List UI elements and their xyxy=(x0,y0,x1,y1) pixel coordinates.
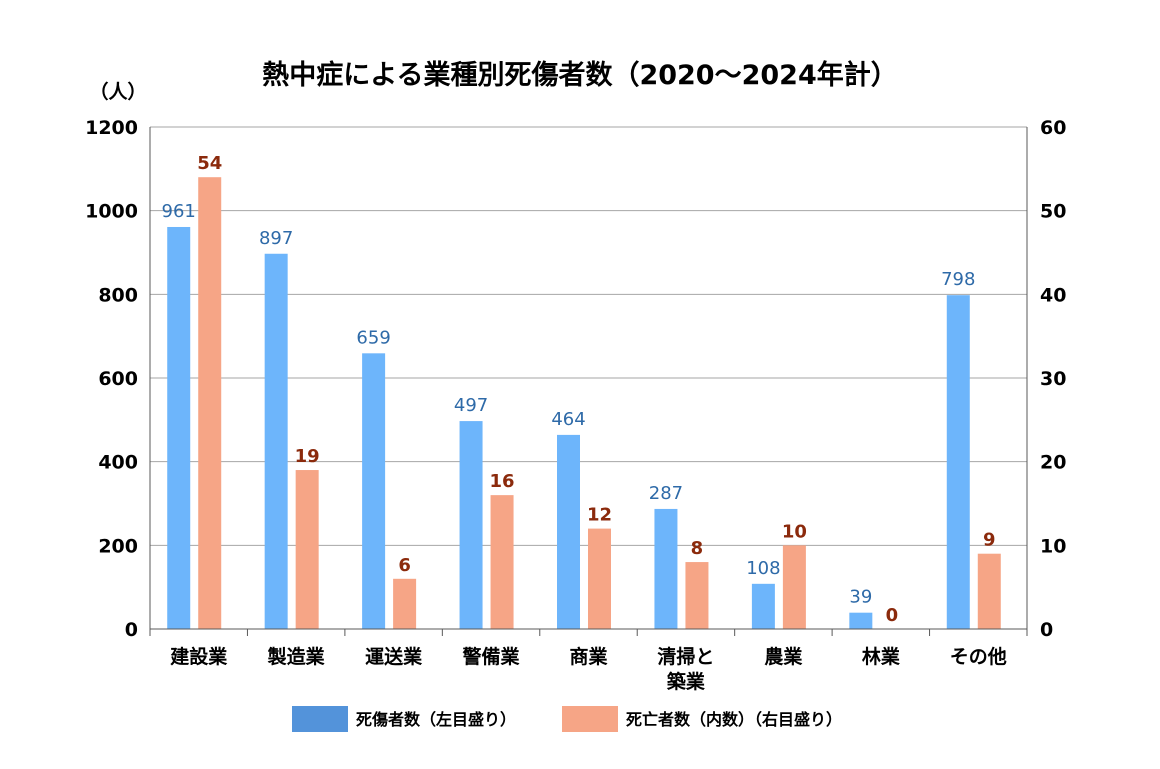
data-label-deaths: 19 xyxy=(295,446,320,467)
data-label-deaths: 6 xyxy=(398,555,411,576)
data-label-injuries: 108 xyxy=(746,558,780,579)
bar-injuries xyxy=(167,226,191,629)
bars xyxy=(167,177,1001,629)
right-axis-tick-label: 50 xyxy=(1040,201,1066,223)
bar-deaths xyxy=(977,553,1001,629)
bar-injuries xyxy=(264,253,288,629)
bar-deaths xyxy=(685,562,709,629)
data-label-injuries: 464 xyxy=(551,409,585,430)
bar-injuries xyxy=(946,295,970,629)
right-axis-tick-label: 20 xyxy=(1040,452,1066,474)
bar-injuries xyxy=(459,421,483,629)
category-label: 運送業 xyxy=(365,645,423,668)
category-label: 農業 xyxy=(764,645,803,668)
right-axis-tick-label: 10 xyxy=(1040,535,1066,557)
data-label-deaths: 16 xyxy=(490,471,515,492)
category-label: 林業 xyxy=(862,645,901,668)
bar-deaths xyxy=(588,528,611,629)
bar-deaths xyxy=(198,177,222,629)
legend-swatch-deaths xyxy=(562,706,618,732)
axes xyxy=(149,127,1028,636)
data-label-injuries: 287 xyxy=(649,483,683,504)
data-label-deaths: 12 xyxy=(587,505,612,526)
data-label-deaths: 0 xyxy=(886,605,899,626)
bar-deaths xyxy=(393,578,417,629)
bar-injuries xyxy=(362,353,386,629)
chart-title: 熱中症による業種別死傷者数（2020～2024年計） xyxy=(262,59,897,91)
category-label: 製造業 xyxy=(267,645,326,668)
right-axis-tick-label: 40 xyxy=(1040,284,1066,306)
data-label-deaths: 9 xyxy=(983,530,996,551)
category-label: 清掃と築業 xyxy=(657,645,714,693)
bar-deaths xyxy=(782,545,806,629)
bar-injuries xyxy=(654,508,678,629)
left-axis-tick-label: 600 xyxy=(98,368,138,390)
data-label-injuries: 497 xyxy=(454,395,488,416)
legend-label-deaths: 死亡者数（内数）（右目盛り） xyxy=(626,710,842,729)
bar-injuries xyxy=(751,583,775,629)
data-label-injuries: 798 xyxy=(941,269,975,290)
right-axis-tick-label: 60 xyxy=(1040,117,1066,139)
bar-injuries xyxy=(849,612,873,629)
bar-deaths xyxy=(490,495,514,629)
data-label-deaths: 10 xyxy=(782,521,807,542)
category-label: 建設業 xyxy=(170,645,228,668)
category-labels: 建設業 製造業 運送業 警備業 商業 清掃と築業 農業 林業 その他 xyxy=(170,645,1007,693)
left-axis-ticks: 0 200 400 600 800 1000 1200 xyxy=(85,117,138,641)
bar-injuries xyxy=(557,434,580,629)
data-label-deaths: 54 xyxy=(197,153,222,174)
data-label-injuries: 961 xyxy=(162,201,196,222)
left-axis-tick-label: 1200 xyxy=(85,117,138,139)
legend-label-injuries: 死傷者数（左目盛り） xyxy=(356,710,516,729)
legend-swatch-injuries xyxy=(292,706,348,732)
data-label-deaths: 8 xyxy=(691,538,704,559)
data-label-injuries: 39 xyxy=(849,587,872,608)
left-axis-tick-label: 0 xyxy=(125,619,138,641)
category-label: その他 xyxy=(950,645,1007,668)
category-label: 警備業 xyxy=(463,645,521,668)
left-axis-tick-label: 800 xyxy=(98,284,138,306)
legend: 死傷者数（左目盛り） 死亡者数（内数）（右目盛り） xyxy=(292,706,842,732)
y-axis-unit-label: （人） xyxy=(89,80,146,103)
bar-deaths xyxy=(295,470,319,629)
right-axis-ticks: 0 10 20 30 40 50 60 xyxy=(1040,117,1066,641)
data-label-injuries: 897 xyxy=(259,228,293,249)
right-axis-tick-label: 30 xyxy=(1040,368,1066,390)
left-axis-tick-label: 200 xyxy=(98,535,138,557)
data-label-injuries: 659 xyxy=(356,327,390,348)
left-axis-tick-label: 1000 xyxy=(85,201,138,223)
right-axis-tick-label: 0 xyxy=(1040,619,1053,641)
category-label: 商業 xyxy=(569,645,608,668)
left-axis-tick-label: 400 xyxy=(98,452,138,474)
